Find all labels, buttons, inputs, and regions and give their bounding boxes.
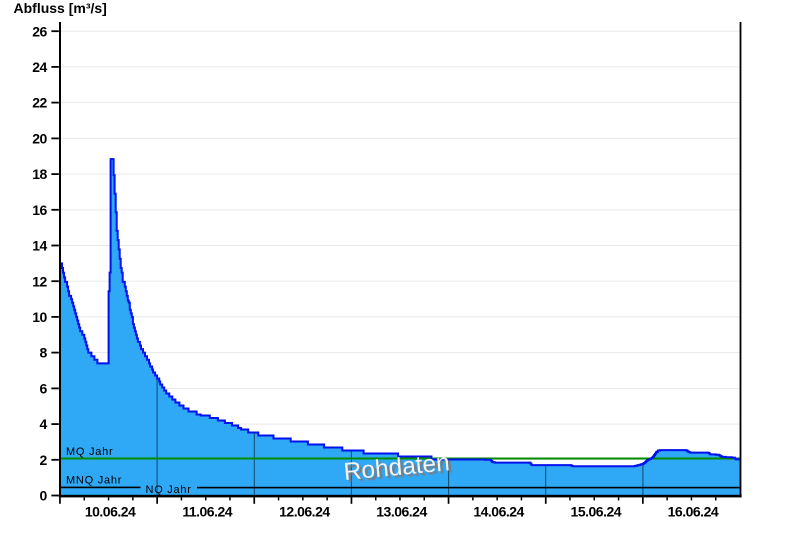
svg-text:12: 12	[32, 273, 47, 289]
svg-text:6: 6	[40, 381, 48, 397]
svg-text:0: 0	[40, 488, 48, 504]
svg-text:14.06.24: 14.06.24	[473, 504, 524, 520]
svg-text:15.06.24: 15.06.24	[571, 504, 622, 520]
svg-text:2: 2	[40, 452, 48, 468]
svg-text:18: 18	[32, 166, 47, 182]
svg-text:NQ Jahr: NQ Jahr	[146, 484, 192, 496]
svg-text:16: 16	[32, 202, 47, 218]
svg-text:24: 24	[32, 59, 47, 75]
svg-text:20: 20	[32, 131, 47, 147]
svg-text:26: 26	[32, 23, 47, 39]
svg-text:16.06.24: 16.06.24	[668, 504, 719, 520]
svg-text:Abfluss [m³/s]: Abfluss [m³/s]	[14, 0, 107, 16]
svg-text:14: 14	[32, 238, 47, 254]
svg-text:10: 10	[32, 309, 47, 325]
svg-text:8: 8	[40, 345, 48, 361]
svg-text:12.06.24: 12.06.24	[279, 504, 330, 520]
svg-text:11.06.24: 11.06.24	[182, 504, 232, 520]
svg-text:MQ Jahr: MQ Jahr	[66, 446, 113, 458]
svg-text:22: 22	[32, 95, 47, 111]
svg-text:4: 4	[40, 416, 48, 432]
svg-text:10.06.24: 10.06.24	[85, 504, 136, 520]
svg-text:13.06.24: 13.06.24	[376, 504, 427, 520]
svg-text:MNQ Jahr: MNQ Jahr	[66, 475, 122, 487]
